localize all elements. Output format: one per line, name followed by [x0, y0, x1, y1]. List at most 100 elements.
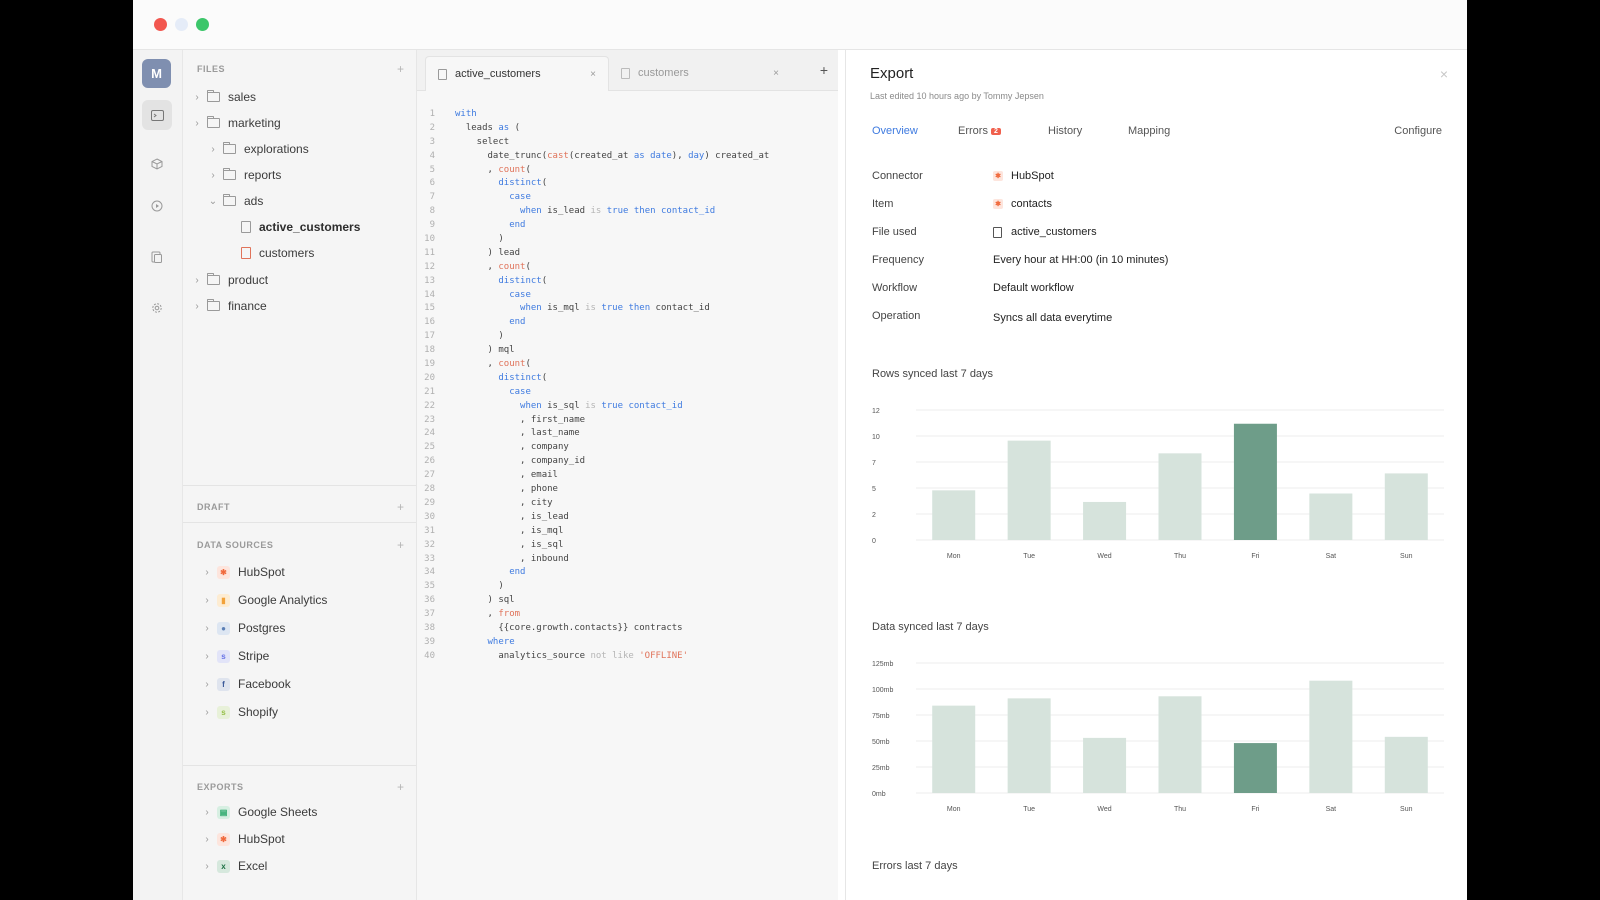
x-tick-label: Thu [1174, 806, 1186, 813]
code-line: 13 distinct( [424, 275, 548, 286]
x-tick-label: Thu [1174, 553, 1186, 560]
add-data-source-button[interactable]: + [396, 538, 404, 552]
gear-icon [152, 303, 162, 313]
icon-rail: M [133, 50, 183, 900]
code-line: 5 , count( [429, 164, 531, 175]
export-label: HubSpot [238, 832, 285, 846]
source-postgres[interactable]: › ● Postgres [201, 618, 285, 638]
code-line: 12 , count( [424, 261, 531, 272]
code-line: 25 , company [424, 442, 569, 453]
file-used-text: active_customers [1011, 226, 1097, 238]
y-tick-label: 125mb [872, 661, 894, 668]
rail-editor-button[interactable] [142, 100, 172, 130]
new-tab-button[interactable]: + [819, 62, 828, 78]
chevron-down-icon: ⌄ [208, 195, 218, 207]
add-file-button[interactable]: + [396, 62, 404, 76]
files-icon [151, 251, 162, 263]
folder-ads[interactable]: ⌄ ads [207, 191, 263, 211]
file-used-value[interactable]: active_customers [993, 226, 1097, 238]
hubspot-icon: ✱ [993, 171, 1003, 181]
folder-open-icon [223, 194, 236, 206]
y-tick-label: 12 [872, 408, 880, 415]
code-line: 40 analytics_source not like 'OFFLINE' [424, 650, 689, 661]
rail-models-button[interactable] [142, 149, 172, 179]
export-google-sheets[interactable]: › ▤ Google Sheets [201, 802, 317, 822]
source-label: Stripe [238, 649, 270, 663]
y-tick-label: 5 [872, 486, 876, 493]
maximize-window-button[interactable] [196, 18, 209, 31]
y-tick-label: 2 [872, 512, 876, 519]
export-excel[interactable]: › x Excel [201, 856, 267, 876]
cube-icon [151, 158, 163, 170]
chevron-right-icon: › [205, 594, 209, 606]
bar-sat [1309, 680, 1353, 793]
y-tick-label: 50mb [872, 739, 890, 746]
chevron-right-icon: › [195, 117, 199, 129]
source-facebook[interactable]: › f Facebook [201, 674, 290, 694]
close-tab-button[interactable]: × [590, 68, 596, 80]
chevron-right-icon: › [205, 678, 209, 690]
source-stripe[interactable]: › s Stripe [201, 646, 269, 666]
bar-sat [1309, 493, 1353, 540]
hubspot-icon: ✱ [217, 832, 230, 846]
folder-reports[interactable]: › reports [207, 165, 281, 185]
close-window-button[interactable] [154, 18, 167, 31]
add-export-button[interactable]: + [396, 780, 404, 794]
y-tick-label: 10 [872, 434, 880, 441]
draft-heading: DRAFT [197, 502, 230, 512]
folder-finance[interactable]: › finance [191, 296, 267, 316]
panel-subtitle: Last edited 10 hours ago by Tommy Jepsen [870, 91, 1044, 101]
y-tick-label: 0mb [872, 791, 886, 798]
code-line: 29 , city [424, 497, 553, 508]
folder-explorations[interactable]: › explorations [207, 139, 309, 159]
close-icon[interactable]: × [1439, 66, 1448, 82]
file-customers[interactable]: customers [241, 243, 314, 263]
code-line: 14 case [424, 289, 531, 300]
source-google-analytics[interactable]: › ▮ Google Analytics [201, 590, 327, 610]
add-draft-button[interactable]: + [396, 500, 404, 514]
code-line: 23 , first_name [424, 414, 586, 425]
code-line: 2 leads as ( [429, 122, 521, 133]
folder-marketing[interactable]: › marketing [191, 113, 281, 133]
tab-overview[interactable]: Overview [872, 125, 918, 137]
source-label: Google Analytics [238, 593, 328, 607]
sidebar: FILES + › sales › marketing › explorations … [183, 50, 417, 900]
rail-run-button[interactable] [142, 191, 172, 221]
rail-exports-button[interactable] [142, 242, 172, 272]
minimize-window-button[interactable] [175, 18, 188, 31]
tab-history[interactable]: History [1048, 125, 1083, 137]
folder-sales[interactable]: › sales [191, 87, 256, 107]
x-tick-label: Mon [947, 553, 961, 560]
code-line: 27 , email [424, 470, 558, 481]
file-active-customers[interactable]: active_customers [241, 217, 360, 237]
code-line: 16 end [424, 317, 526, 328]
workflow-value: Default workflow [993, 282, 1074, 294]
source-shopify[interactable]: › s Shopify [201, 702, 278, 722]
export-hubspot[interactable]: › ✱ HubSpot [201, 829, 285, 849]
folder-label: explorations [244, 142, 309, 156]
y-tick-label: 100mb [872, 687, 894, 694]
bar-thu [1158, 453, 1202, 540]
y-tick-label: 75mb [872, 713, 890, 720]
code-editor: active_customers × customers × + 1 with 2 l… [417, 50, 838, 900]
folder-label: finance [228, 299, 267, 313]
source-hubspot[interactable]: › ✱ HubSpot [201, 562, 284, 582]
tab-configure[interactable]: Configure [1394, 125, 1442, 137]
rail-settings-button[interactable] [142, 293, 172, 323]
folder-product[interactable]: › product [191, 270, 268, 290]
files-heading: FILES [197, 64, 226, 74]
avatar[interactable]: M [142, 59, 171, 88]
item-text: contacts [1011, 198, 1052, 210]
tab-errors[interactable]: Errors 2 [958, 125, 1001, 137]
tab-active-customers[interactable]: active_customers × [425, 56, 609, 91]
close-tab-button[interactable]: × [773, 67, 779, 79]
connector-label: Connector [872, 170, 923, 182]
divider [183, 522, 416, 523]
shopify-icon: s [217, 705, 230, 719]
bar-wed [1083, 737, 1127, 793]
code-line: 21 case [424, 386, 531, 397]
chevron-right-icon: › [205, 566, 209, 578]
tab-mapping[interactable]: Mapping [1128, 125, 1171, 137]
code-area[interactable]: 1 with 2 leads as ( 3 select 4 date_trunc… [417, 108, 838, 664]
tab-customers[interactable]: customers × [609, 56, 791, 90]
